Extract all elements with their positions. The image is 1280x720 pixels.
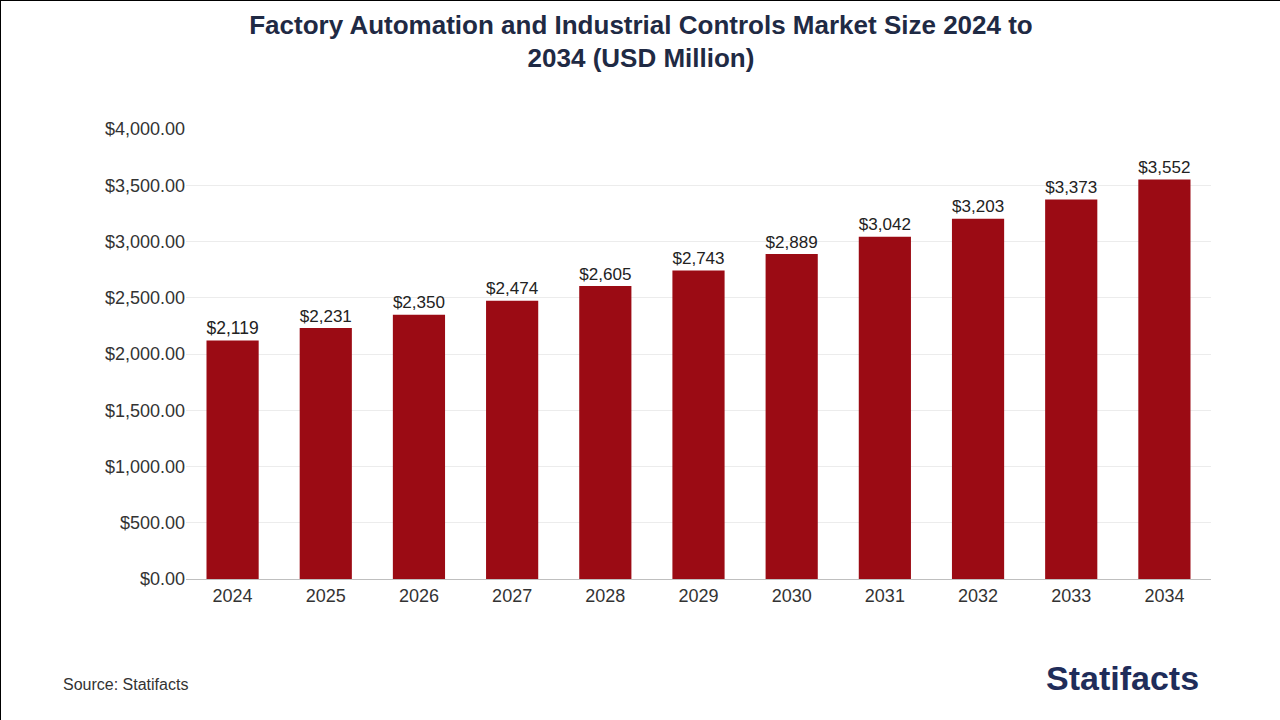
svg-text:Factory Automation and Industr: Factory Automation and Industrial Contro…: [249, 10, 1033, 74]
svg-text:2030: 2030: [772, 586, 812, 606]
svg-text:$2,000.00: $2,000.00: [105, 344, 185, 364]
svg-text:2033: 2033: [1051, 586, 1091, 606]
svg-text:$4,000.00: $4,000.00: [105, 119, 185, 139]
svg-text:Source: Statifacts: Source: Statifacts: [63, 676, 188, 693]
svg-text:$1,000.00: $1,000.00: [105, 457, 185, 477]
svg-text:$3,000.00: $3,000.00: [105, 232, 185, 252]
svg-text:$2,605: $2,605: [579, 265, 631, 284]
svg-text:2028: 2028: [585, 586, 625, 606]
svg-text:2026: 2026: [399, 586, 439, 606]
svg-text:$3,203: $3,203: [952, 197, 1004, 216]
svg-text:$2,231: $2,231: [300, 307, 352, 326]
svg-text:Statifacts: Statifacts: [1046, 659, 1199, 697]
svg-text:$0.00: $0.00: [140, 569, 185, 589]
svg-text:$2,500.00: $2,500.00: [105, 288, 185, 308]
svg-text:2024: 2024: [213, 586, 253, 606]
svg-text:$2,119: $2,119: [207, 318, 259, 338]
svg-text:$3,042: $3,042: [859, 215, 911, 234]
svg-text:$2,474: $2,474: [486, 279, 538, 298]
svg-text:$1,500.00: $1,500.00: [105, 401, 185, 421]
svg-text:2034: 2034: [1144, 586, 1184, 606]
svg-text:$2,889: $2,889: [766, 233, 818, 252]
svg-text:$500.00: $500.00: [120, 513, 185, 533]
svg-text:$2,743: $2,743: [672, 249, 724, 268]
svg-text:$2,350: $2,350: [393, 293, 445, 312]
svg-text:$3,373: $3,373: [1045, 178, 1097, 197]
svg-text:2029: 2029: [678, 586, 718, 606]
svg-text:$3,500.00: $3,500.00: [105, 176, 185, 196]
svg-text:2025: 2025: [306, 586, 346, 606]
svg-text:2031: 2031: [865, 586, 905, 606]
svg-text:$3,552: $3,552: [1138, 158, 1190, 177]
svg-text:2032: 2032: [958, 586, 998, 606]
svg-text:2027: 2027: [492, 586, 532, 606]
